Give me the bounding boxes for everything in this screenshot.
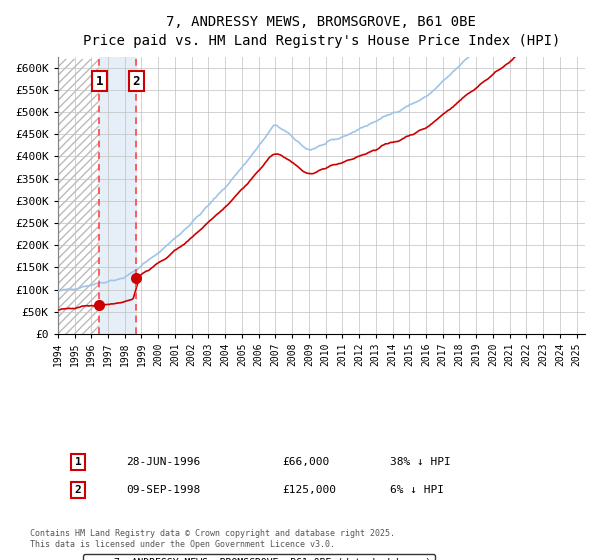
Text: 28-JUN-1996: 28-JUN-1996	[126, 457, 200, 467]
Text: 2: 2	[133, 74, 140, 87]
Text: 09-SEP-1998: 09-SEP-1998	[126, 485, 200, 495]
Text: £125,000: £125,000	[282, 485, 336, 495]
Text: Contains HM Land Registry data © Crown copyright and database right 2025.
This d: Contains HM Land Registry data © Crown c…	[30, 529, 395, 549]
Text: 1: 1	[74, 457, 82, 467]
Text: £66,000: £66,000	[282, 457, 329, 467]
Text: 6% ↓ HPI: 6% ↓ HPI	[390, 485, 444, 495]
Text: 1: 1	[96, 74, 103, 87]
Title: 7, ANDRESSY MEWS, BROMSGROVE, B61 0BE
Price paid vs. HM Land Registry's House Pr: 7, ANDRESSY MEWS, BROMSGROVE, B61 0BE Pr…	[83, 15, 560, 49]
Bar	[100, 57, 136, 334]
Legend: 7, ANDRESSY MEWS, BROMSGROVE, B61 0BE (detached house), HPI: Average price, deta: 7, ANDRESSY MEWS, BROMSGROVE, B61 0BE (d…	[83, 554, 435, 560]
Text: 38% ↓ HPI: 38% ↓ HPI	[390, 457, 451, 467]
Text: 2: 2	[74, 485, 82, 495]
